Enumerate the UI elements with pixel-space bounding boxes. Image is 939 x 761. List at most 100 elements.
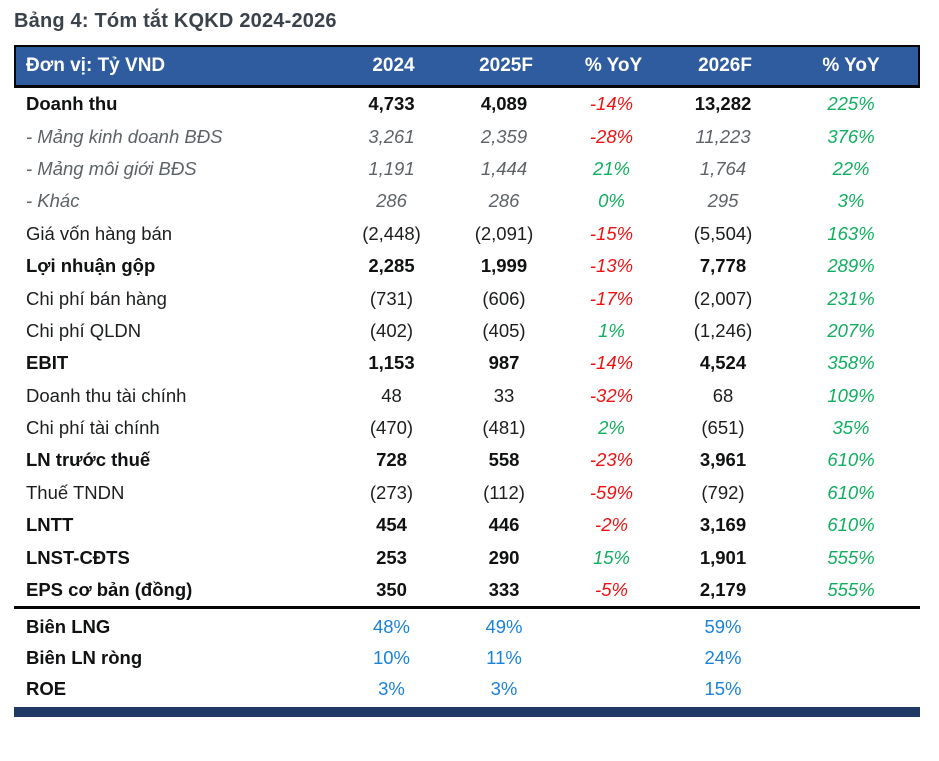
value-cell: 2,359	[480, 125, 528, 147]
value-cell: 1,153	[368, 352, 415, 374]
yoy-value: 2%	[598, 417, 625, 439]
yoy-value: 358%	[827, 352, 875, 374]
value-cell: (470)	[369, 417, 414, 439]
value-cell: (112)	[483, 481, 525, 503]
value-cell: 59%	[704, 615, 742, 637]
yoy-value: -32%	[589, 384, 634, 406]
value-cell: (2,007)	[693, 287, 753, 309]
value-cell: 68	[712, 384, 734, 406]
value-cell: 3%	[490, 677, 518, 699]
table-row: Biên LN ròng 10% 11% 24%	[14, 642, 920, 673]
table-row: LN trước thuế 728 558 -23% 3,961 610%	[14, 444, 920, 476]
value-cell: 1,191	[368, 157, 415, 179]
row-label: - Khác	[26, 190, 80, 212]
row-label: - Mảng kinh doanh BĐS	[26, 125, 223, 147]
table-row: Chi phí bán hàng (731) (606) -17% (2,007) 231…	[14, 282, 920, 314]
header-col-yoy-2: % YoY	[822, 55, 880, 76]
table-row: ROE 3% 3% 15%	[14, 673, 920, 704]
table-row: Lợi nhuận gộp 2,285 1,999 -13% 7,778 289%	[14, 250, 920, 282]
yoy-value: -14%	[589, 93, 634, 115]
value-cell: (2,448)	[362, 222, 421, 244]
row-label: Chi phí tài chính	[26, 417, 160, 439]
value-cell: 253	[376, 546, 407, 568]
value-cell: 2,285	[368, 255, 415, 277]
header-col-2024: 2024	[372, 55, 415, 76]
table-row: - Khác 286 286 0% 295 3%	[14, 185, 920, 217]
value-cell: 558	[488, 449, 520, 471]
yoy-value: 35%	[832, 417, 870, 439]
value-cell: (402)	[369, 319, 414, 341]
value-cell: 1,764	[699, 157, 747, 179]
value-cell: 3%	[378, 677, 405, 699]
value-cell: (405)	[482, 319, 526, 341]
value-cell: 11,223	[695, 125, 751, 147]
value-cell: 15%	[704, 677, 742, 699]
table-ratio-section: Biên LNG 48% 49% 59% Biên LN ròng 10% 11% 24% RO…	[14, 606, 920, 704]
yoy-value: -5%	[595, 579, 628, 601]
table-body: Doanh thu 4,733 4,089 -14% 13,282 225% - Mảng …	[14, 88, 920, 606]
table-row: Biên LNG 48% 49% 59%	[14, 611, 920, 642]
value-cell: 286	[376, 190, 407, 212]
yoy-value: -17%	[589, 287, 634, 309]
value-cell: 295	[707, 190, 739, 212]
row-label: Thuế TNDN	[26, 481, 125, 503]
yoy-value: 1%	[598, 319, 625, 341]
value-cell: 987	[488, 352, 520, 374]
yoy-value: 0%	[598, 190, 625, 212]
row-label: - Mảng môi giới BĐS	[26, 157, 197, 179]
row-label: Lợi nhuận gộp	[26, 255, 156, 277]
value-cell: 1,901	[699, 546, 747, 568]
value-cell: 4,733	[368, 93, 415, 115]
yoy-value: 22%	[832, 157, 870, 179]
yoy-value: 163%	[827, 222, 875, 244]
yoy-value: 610%	[827, 481, 875, 503]
value-cell: 446	[488, 514, 520, 536]
row-label: Chi phí bán hàng	[26, 287, 167, 309]
table-row: EPS cơ bản (đồng) 350 333 -5% 2,179 555%	[14, 574, 920, 606]
yoy-value: 15%	[592, 546, 631, 568]
value-cell: 7,778	[699, 255, 747, 277]
value-cell: 33	[493, 384, 515, 406]
table-row: LNST-CĐTS 253 290 15% 1,901 555%	[14, 541, 920, 573]
value-cell: (2,091)	[474, 222, 534, 244]
row-label: Doanh thu	[26, 93, 118, 115]
yoy-value: 207%	[827, 319, 875, 341]
yoy-value: 231%	[827, 287, 875, 309]
value-cell: (792)	[701, 481, 745, 503]
row-label: LN trước thuế	[26, 449, 151, 471]
table-row: Chi phí QLDN (402) (405) 1% (1,246) 207%	[14, 315, 920, 347]
value-cell: 48	[381, 384, 402, 406]
value-cell: 728	[376, 449, 407, 471]
table-row: EBIT 1,153 987 -14% 4,524 358%	[14, 347, 920, 379]
yoy-value: 555%	[827, 579, 875, 601]
row-label: LNTT	[26, 514, 74, 536]
row-label: LNST-CĐTS	[26, 546, 130, 568]
header-col-yoy-1: % YoY	[584, 55, 643, 76]
table-row: Doanh thu tài chính 48 33 -32% 68 109%	[14, 380, 920, 412]
value-cell: (273)	[369, 481, 414, 503]
value-cell: 350	[376, 579, 407, 601]
value-cell: 3,169	[699, 514, 747, 536]
value-cell: (5,504)	[693, 222, 753, 244]
row-label: EBIT	[26, 352, 69, 374]
value-cell: 286	[488, 190, 520, 212]
row-label: Biên LN ròng	[26, 646, 143, 668]
kqkd-summary-table: Đơn vị: Tỷ VND 2024 2025F % YoY 2026F % …	[14, 45, 920, 718]
value-cell: 3,261	[368, 125, 415, 147]
table-row: LNTT 454 446 -2% 3,169 610%	[14, 509, 920, 541]
value-cell: 1,999	[480, 255, 528, 277]
header-unit-label: Đơn vị: Tỷ VND	[26, 55, 166, 76]
row-label: Doanh thu tài chính	[26, 384, 187, 406]
table-header-row: Đơn vị: Tỷ VND 2024 2025F % YoY 2026F % …	[14, 45, 920, 88]
yoy-value: 21%	[592, 157, 631, 179]
value-cell: 49%	[485, 615, 523, 637]
yoy-value: -23%	[589, 449, 634, 471]
table-row: Giá vốn hàng bán (2,448) (2,091) -15% (5,504…	[14, 218, 920, 250]
value-cell: 13,282	[694, 93, 752, 115]
value-cell: 4,524	[699, 352, 747, 374]
table-title: Bảng 4: Tóm tắt KQKD 2024-2026	[14, 10, 337, 32]
yoy-value: 376%	[827, 125, 875, 147]
value-cell: 2,179	[699, 579, 747, 601]
table-row: - Mảng kinh doanh BĐS 3,261 2,359 -28% 11,22…	[14, 120, 920, 152]
